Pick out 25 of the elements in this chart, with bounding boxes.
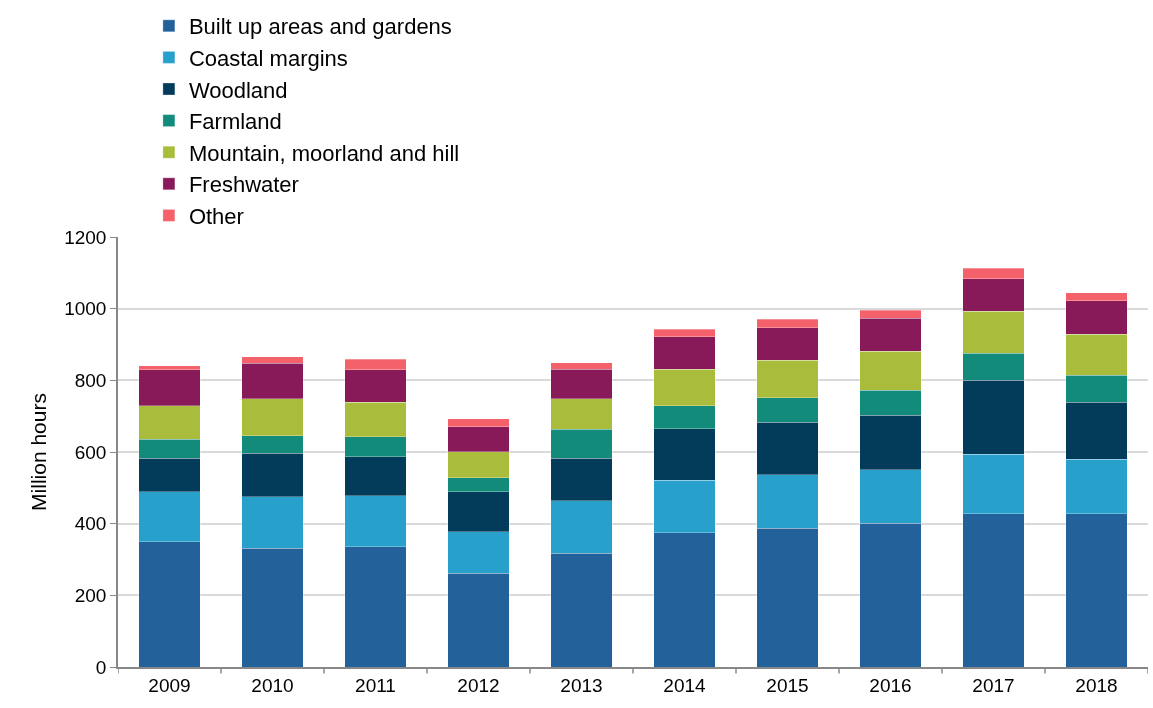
x-tick-label: 2013: [560, 674, 603, 696]
x-tick-label: 2012: [457, 674, 500, 696]
y-tick-label: 600: [74, 441, 107, 463]
x-tick-label: 2010: [251, 674, 294, 696]
x-tick-label: 2018: [1075, 674, 1118, 696]
legend-label: Mountain, moorland and hill: [188, 140, 460, 166]
y-tick-label: 200: [74, 584, 107, 606]
x-tick-label: 2016: [869, 674, 912, 696]
legend-label: Built up areas and gardens: [188, 14, 452, 40]
x-tick-label: 2014: [663, 674, 707, 696]
y-tick-label: 800: [74, 369, 107, 391]
y-axis-title: Million hours: [26, 393, 50, 511]
y-tick-label: 1000: [64, 298, 107, 320]
y-tick-label: 1200: [64, 226, 107, 248]
x-tick-label: 2017: [972, 674, 1015, 696]
legend-label: Other: [188, 203, 244, 229]
y-tick-label: 0: [95, 656, 107, 678]
legend-label: Farmland: [188, 109, 282, 135]
x-tick-label: 2009: [148, 674, 191, 696]
x-tick-label: 2011: [355, 674, 396, 696]
y-tick-label: 400: [74, 513, 107, 535]
legend-label: Freshwater: [188, 172, 299, 198]
legend-label: Coastal margins: [188, 45, 348, 71]
legend-label: Woodland: [188, 77, 288, 103]
x-tick-label: 2015: [766, 674, 809, 696]
